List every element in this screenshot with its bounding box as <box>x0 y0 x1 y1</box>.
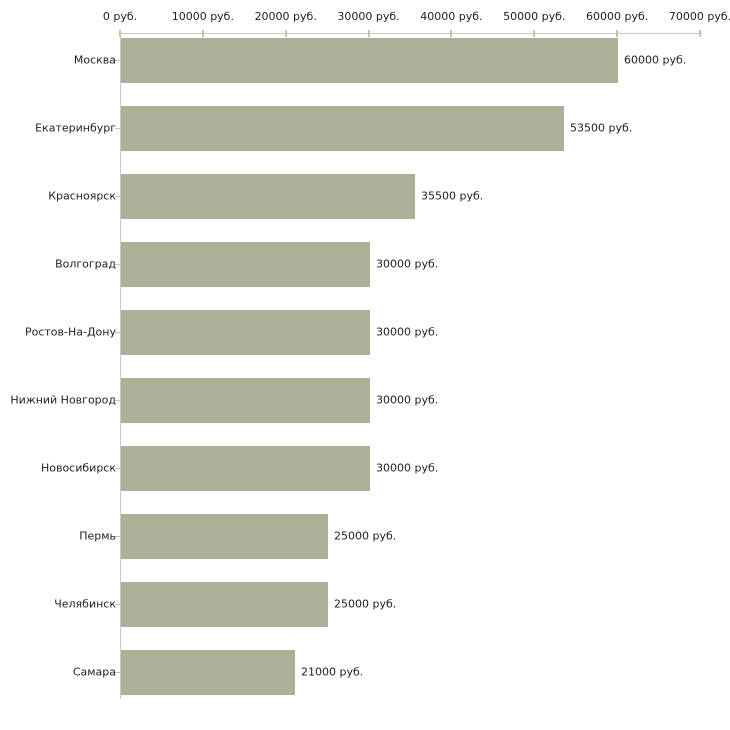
y-axis-tick <box>115 60 120 61</box>
category-label: Волгоград <box>55 257 116 271</box>
x-axis-tick <box>119 30 121 37</box>
x-axis-tick <box>533 30 536 37</box>
value-label: 30000 руб. <box>376 325 439 339</box>
value-label: 60000 руб. <box>624 53 687 67</box>
category-label: Самара <box>72 665 116 679</box>
bar <box>121 310 370 355</box>
x-axis-tick-label: 30000 руб. <box>337 10 400 23</box>
x-axis-tick-label: 10000 руб. <box>171 10 234 23</box>
y-axis-tick <box>115 332 120 333</box>
bar <box>121 38 618 83</box>
value-label: 53500 руб. <box>570 121 633 135</box>
x-axis-tick <box>367 30 370 37</box>
value-label: 25000 руб. <box>334 597 397 611</box>
value-label: 25000 руб. <box>334 529 397 543</box>
value-label: 35500 руб. <box>421 189 484 203</box>
bar <box>121 650 295 695</box>
bar <box>121 378 370 423</box>
y-axis-tick <box>115 400 120 401</box>
x-axis-tick <box>450 30 453 37</box>
bar <box>121 242 370 287</box>
x-axis-tick-label: 70000 руб. <box>668 10 730 23</box>
bar <box>121 446 370 491</box>
bar <box>121 174 415 219</box>
category-label: Пермь <box>79 529 116 543</box>
value-label: 30000 руб. <box>376 257 439 271</box>
category-label: Красноярск <box>48 189 116 203</box>
y-axis-tick <box>115 264 120 265</box>
value-label: 30000 руб. <box>376 393 439 407</box>
x-axis-tick <box>616 30 619 37</box>
x-axis-tick-label: 20000 руб. <box>254 10 317 23</box>
y-axis-tick <box>115 604 120 605</box>
bar <box>121 106 564 151</box>
x-axis-tick-label: 40000 руб. <box>420 10 483 23</box>
bar <box>121 514 328 559</box>
category-label: Челябинск <box>54 597 116 611</box>
category-label: Москва <box>73 53 116 67</box>
x-axis-line <box>120 33 702 34</box>
x-axis-tick-label: 50000 руб. <box>503 10 566 23</box>
bar <box>121 582 328 627</box>
value-label: 30000 руб. <box>376 461 439 475</box>
x-axis-tick <box>201 30 204 37</box>
y-axis-tick <box>115 196 120 197</box>
value-label: 21000 руб. <box>301 665 364 679</box>
y-axis-tick <box>115 128 120 129</box>
y-axis-tick <box>115 672 120 673</box>
x-axis-tick-label: 0 руб. <box>102 10 138 23</box>
y-axis-line <box>120 33 121 699</box>
x-axis-tick <box>284 30 287 37</box>
category-label: Нижний Новгород <box>10 393 116 407</box>
x-axis-tick-label: 60000 руб. <box>586 10 649 23</box>
y-axis-tick <box>115 468 120 469</box>
category-label: Ростов-На-Дону <box>24 325 116 339</box>
x-axis-tick <box>699 30 701 37</box>
category-label: Новосибирск <box>40 461 116 475</box>
y-axis-tick <box>115 536 120 537</box>
category-label: Екатеринбург <box>35 121 116 135</box>
